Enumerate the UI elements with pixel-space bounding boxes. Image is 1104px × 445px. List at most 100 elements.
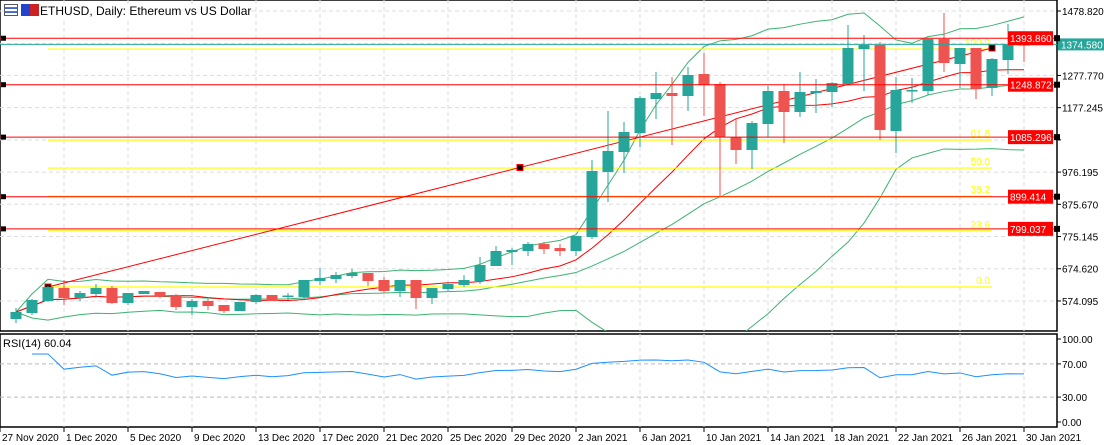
date-label: 21 Dec 2020 [386, 433, 443, 444]
candle-body [202, 300, 214, 306]
candle [362, 273, 374, 286]
candle [42, 285, 54, 302]
candle-body [42, 287, 54, 301]
symbol-flag-icon [21, 4, 39, 16]
candle-body [698, 74, 710, 86]
date-label: 26 Jan 2021 [962, 433, 1017, 444]
candle [90, 284, 102, 299]
hline-label-bg [1008, 130, 1053, 145]
hline-price-label: 899.414 [1010, 193, 1047, 204]
candle [250, 294, 262, 305]
candle-body [330, 275, 342, 280]
candle-body [122, 293, 134, 304]
hline-label-bg [1008, 189, 1053, 204]
moving-average [15, 69, 1024, 313]
candle-body [378, 280, 390, 291]
candle [394, 280, 406, 297]
candle-body [458, 280, 470, 286]
candle [778, 84, 790, 144]
candle [554, 243, 566, 256]
candle [106, 285, 118, 305]
date-label: 27 Nov 2020 [2, 433, 59, 444]
fib-level-label: 100.0 [965, 38, 990, 49]
candle [138, 290, 150, 295]
candle-body [74, 293, 86, 299]
date-label: 5 Dec 2020 [130, 433, 182, 444]
date-label: 1 Dec 2020 [66, 433, 118, 444]
chart-window-icon [4, 4, 18, 16]
candle-body [266, 295, 278, 301]
date-label: 29 Dec 2020 [514, 433, 571, 444]
candle [346, 269, 358, 279]
candle-body [282, 295, 294, 298]
candle [650, 71, 662, 120]
candle [730, 117, 742, 165]
chart-title: ETHUSD, Daily: Ethereum vs US Dollar [40, 4, 252, 18]
hline-price-label: 1248.872 [1010, 81, 1052, 92]
hline-price-label: 1085.296 [1010, 133, 1052, 144]
candle-body [426, 288, 438, 299]
candle [58, 280, 70, 306]
bb-middle [15, 82, 1025, 313]
candle [906, 78, 918, 104]
candle [714, 81, 726, 196]
candle [506, 247, 518, 266]
candle [282, 293, 294, 301]
candle [874, 41, 886, 141]
candle [618, 121, 630, 174]
candle [122, 293, 134, 306]
candle [10, 308, 22, 324]
price-label: 1277.770 [1062, 71, 1104, 82]
candle-body [58, 288, 70, 299]
candle [826, 81, 838, 107]
candle-body [554, 247, 566, 251]
line-handle-right [1054, 225, 1060, 232]
candle [762, 86, 774, 138]
candle-body [586, 171, 598, 237]
candle-body [170, 295, 182, 307]
price-label: 574.095 [1062, 297, 1099, 308]
rsi-axis-label: 0.00 [1062, 418, 1082, 429]
candle [154, 291, 166, 299]
candle-body [842, 47, 854, 85]
candle [954, 47, 966, 89]
candle-body [954, 47, 966, 65]
candle [442, 282, 454, 291]
candle-body [250, 295, 262, 302]
price-label: 775.145 [1062, 233, 1099, 244]
candle [474, 256, 486, 285]
candle-body [218, 305, 230, 311]
candle [938, 13, 950, 72]
candle-body [730, 137, 742, 151]
candle-body [474, 265, 486, 281]
candle [378, 276, 390, 294]
fib-level-label: 50.0 [971, 157, 991, 168]
candle-body [970, 47, 982, 90]
candle-body [858, 45, 870, 50]
date-label: 22 Jan 2021 [898, 433, 953, 444]
rsi-axis-label: 30.00 [1062, 393, 1087, 404]
fib-level-label: 38.2 [971, 185, 991, 196]
candle [666, 76, 678, 146]
fib-level-label: 61.8 [971, 129, 991, 140]
candle-body [298, 280, 310, 297]
candle-body [634, 98, 646, 134]
candle-body [794, 91, 806, 112]
bid-label-bg [1058, 38, 1104, 51]
candle-body [682, 75, 694, 97]
candle-body [714, 84, 726, 138]
date-label: 10 Jan 2021 [706, 433, 761, 444]
candle-body [666, 93, 678, 97]
candle [890, 76, 902, 154]
line-handle-right [1054, 81, 1060, 88]
fib-layer: 100.0 61.8 50.0 38.2 23.6 0.0 [965, 38, 990, 287]
line-handle-right [1054, 193, 1060, 200]
rsi-axis-label: 70.00 [1062, 360, 1087, 371]
candle [970, 47, 982, 100]
candle [570, 235, 582, 256]
candle [234, 301, 246, 311]
candle-body [490, 250, 502, 266]
candle-body [986, 59, 998, 89]
price-label: 1177.245 [1062, 104, 1103, 115]
